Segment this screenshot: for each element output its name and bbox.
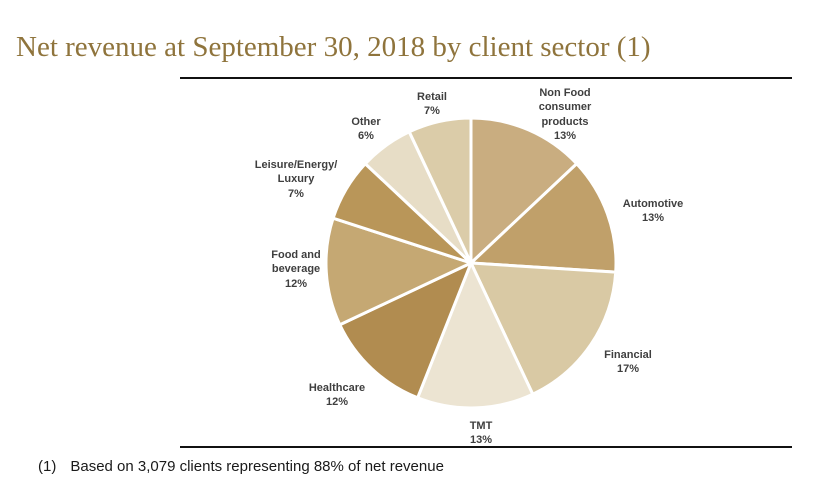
pie-slice-non-food-consumer-products <box>469 116 579 265</box>
footnote-text: Based on 3,079 clients representing 88% … <box>70 458 444 475</box>
page-title: Net revenue at September 30, 2018 by cli… <box>16 31 651 64</box>
pie-slice-financial <box>469 261 618 396</box>
top-rule <box>180 77 792 79</box>
pie-slice-food-and-beverage <box>324 216 473 327</box>
pie-slice-healthcare <box>338 261 473 400</box>
pie-slice-retail <box>407 116 473 265</box>
pie-slice-automotive <box>469 162 618 274</box>
footnote: (1) Based on 3,079 clients representing 8… <box>38 458 444 475</box>
bottom-rule <box>180 446 792 448</box>
pie-slice-tmt <box>416 261 535 410</box>
footnote-marker: (1) <box>38 458 57 475</box>
